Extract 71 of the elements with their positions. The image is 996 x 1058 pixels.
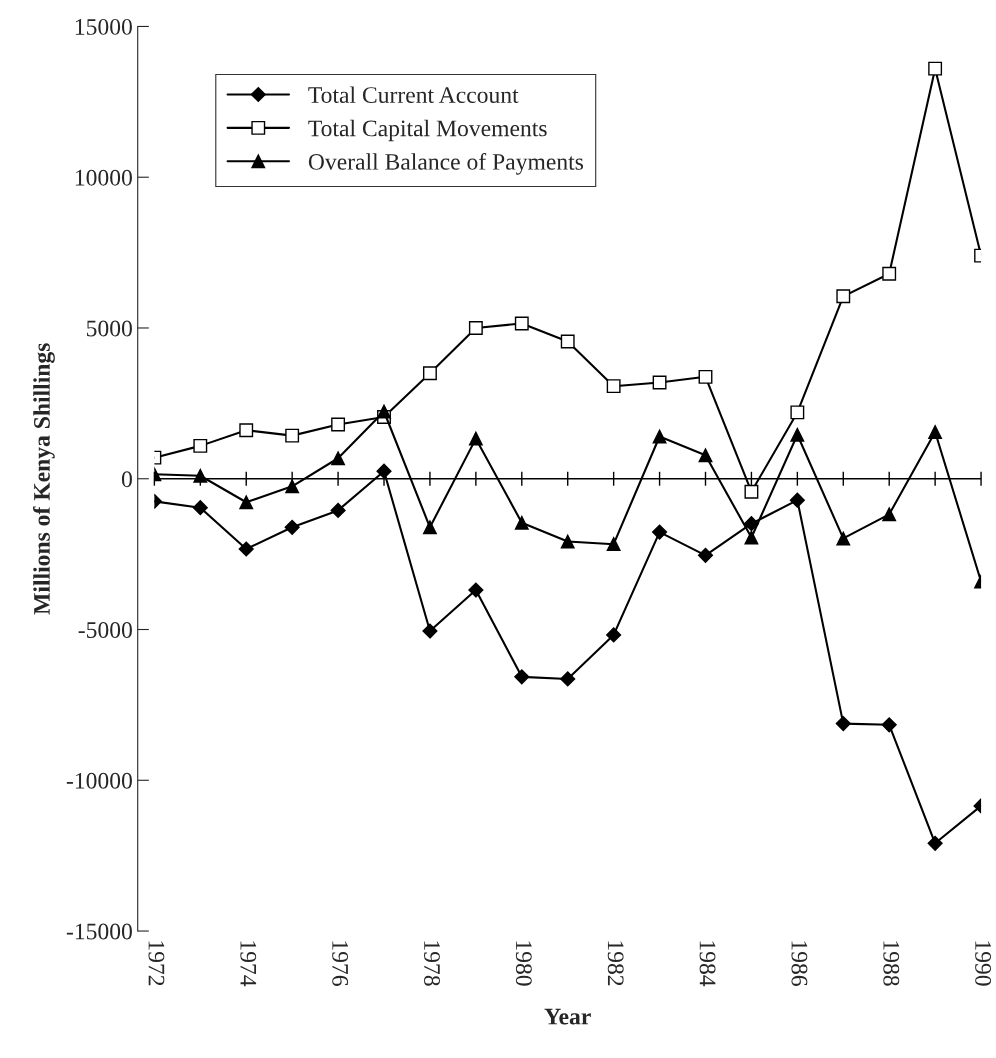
point xyxy=(192,500,208,516)
point xyxy=(331,417,346,432)
point xyxy=(928,61,943,76)
point xyxy=(836,531,851,546)
point xyxy=(330,502,346,518)
point xyxy=(377,404,391,419)
point xyxy=(422,520,437,535)
x-tick-label: 1976 xyxy=(332,941,349,986)
x-tick-label: 1982 xyxy=(607,941,624,986)
legend-label: Total Capital Movements xyxy=(308,119,547,142)
y-tick-label: 0 xyxy=(121,471,132,488)
point xyxy=(560,671,576,687)
point xyxy=(239,423,254,438)
point xyxy=(193,468,208,483)
x-tick-label: 1988 xyxy=(883,941,900,986)
point xyxy=(514,515,529,530)
point xyxy=(514,669,530,685)
point xyxy=(652,375,667,390)
x-tick-label: 1984 xyxy=(699,941,716,987)
point xyxy=(744,530,759,545)
point xyxy=(836,289,851,304)
legend-label: Overall Balance of Payments xyxy=(308,152,584,175)
x-tick-label: 1980 xyxy=(515,941,532,986)
x-tick-label: 1986 xyxy=(791,941,808,986)
x-tick-label: 1972 xyxy=(148,941,165,986)
point xyxy=(790,405,805,420)
point xyxy=(882,507,897,522)
point xyxy=(698,448,713,463)
point xyxy=(239,495,254,510)
point xyxy=(284,519,300,535)
point xyxy=(468,321,483,335)
y-axis-title: Millions of Kenya Shillings xyxy=(33,343,55,615)
y-tick-label: 10000 xyxy=(75,169,132,186)
point xyxy=(560,334,575,349)
point xyxy=(606,627,622,643)
point xyxy=(698,369,713,384)
point xyxy=(881,717,897,733)
point xyxy=(835,716,851,732)
point xyxy=(882,266,897,281)
y-tick-label: -10000 xyxy=(66,772,132,789)
point xyxy=(606,379,621,394)
point xyxy=(422,366,437,381)
y-tick-label: -5000 xyxy=(78,622,132,638)
point xyxy=(790,427,805,442)
y-tick-label: 5000 xyxy=(87,320,132,337)
point xyxy=(285,479,300,494)
point xyxy=(744,484,759,499)
point xyxy=(789,492,805,508)
point xyxy=(331,451,346,466)
x-tick-label: 1978 xyxy=(424,941,440,986)
y-tick-label: 15000 xyxy=(75,18,132,35)
legend-label: Total Current Account xyxy=(308,86,519,103)
point xyxy=(697,547,714,563)
point xyxy=(376,463,392,479)
point xyxy=(652,524,668,540)
point xyxy=(193,438,208,453)
point xyxy=(468,582,484,598)
point xyxy=(652,429,667,444)
point xyxy=(928,425,943,439)
point xyxy=(927,835,943,851)
point xyxy=(606,537,621,552)
x-tick-label: 1990 xyxy=(975,941,992,986)
y-tick-label: -15000 xyxy=(66,923,132,940)
point xyxy=(560,534,575,549)
point xyxy=(514,316,529,331)
point xyxy=(422,623,438,639)
point xyxy=(238,541,254,557)
x-axis-title: Year xyxy=(544,1008,591,1025)
x-tick-label: 1974 xyxy=(240,941,257,987)
point xyxy=(285,428,300,443)
point xyxy=(468,431,483,446)
